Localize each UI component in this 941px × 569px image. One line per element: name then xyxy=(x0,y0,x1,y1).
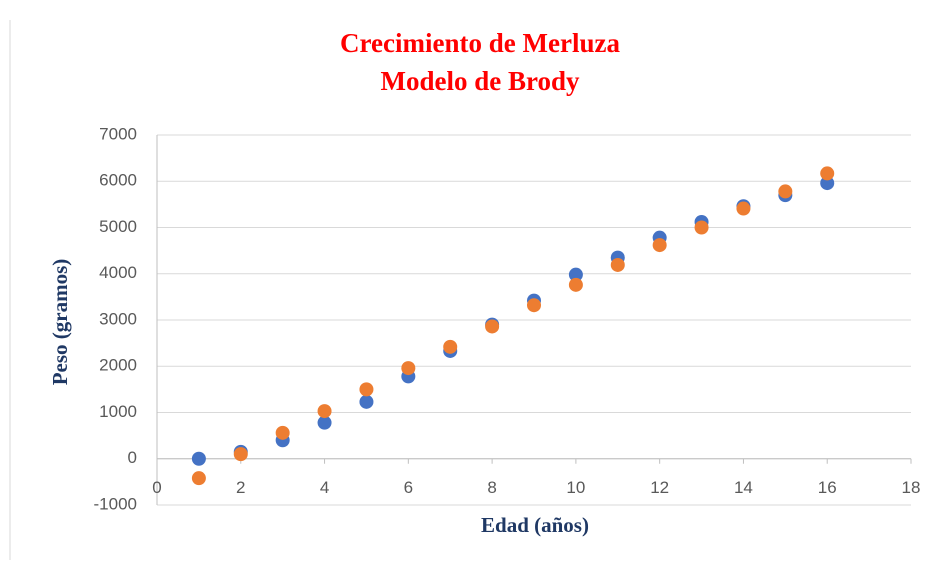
point xyxy=(191,451,206,466)
y-tick-label: 5000 xyxy=(99,217,137,236)
point xyxy=(568,267,583,282)
point xyxy=(820,176,835,191)
point xyxy=(443,339,458,354)
x-tick-label: 4 xyxy=(320,478,329,497)
point xyxy=(191,471,206,486)
point xyxy=(736,201,751,216)
x-tick-label: 18 xyxy=(902,478,921,497)
chart-subtitle: Modelo de Brody xyxy=(380,66,580,96)
point xyxy=(359,382,374,397)
point xyxy=(568,277,583,292)
point xyxy=(820,166,835,181)
chart-title: Crecimiento de Merluza xyxy=(340,28,620,58)
x-axis-title: Edad (años) xyxy=(481,513,589,537)
point xyxy=(317,415,332,430)
y-axis-title: Peso (gramos) xyxy=(48,259,72,386)
y-tick-label: -1000 xyxy=(94,494,137,513)
x-tick-label: 6 xyxy=(404,478,413,497)
x-tick-label: 8 xyxy=(487,478,496,497)
x-tick-label: 14 xyxy=(734,478,753,497)
point xyxy=(233,447,248,462)
point xyxy=(778,184,793,199)
point xyxy=(652,238,667,253)
x-tick-label: 2 xyxy=(236,478,245,497)
point xyxy=(359,394,374,409)
x-tick-label: 0 xyxy=(152,478,161,497)
x-tick-label: 16 xyxy=(818,478,837,497)
y-tick-label: 1000 xyxy=(99,402,137,421)
point xyxy=(527,298,541,313)
point xyxy=(610,257,625,272)
point xyxy=(485,319,500,334)
x-tick-label: 10 xyxy=(566,478,585,497)
point xyxy=(317,404,332,419)
point xyxy=(275,425,290,440)
y-tick-label: 7000 xyxy=(99,124,137,143)
y-tick-label: 6000 xyxy=(99,171,137,190)
x-tick-label: 12 xyxy=(650,478,669,497)
y-tick-label: 0 xyxy=(128,448,137,467)
y-tick-label: 2000 xyxy=(99,356,137,375)
point xyxy=(694,220,709,235)
y-tick-label: 4000 xyxy=(99,263,137,282)
point xyxy=(401,361,416,376)
y-tick-label: 3000 xyxy=(99,309,137,328)
